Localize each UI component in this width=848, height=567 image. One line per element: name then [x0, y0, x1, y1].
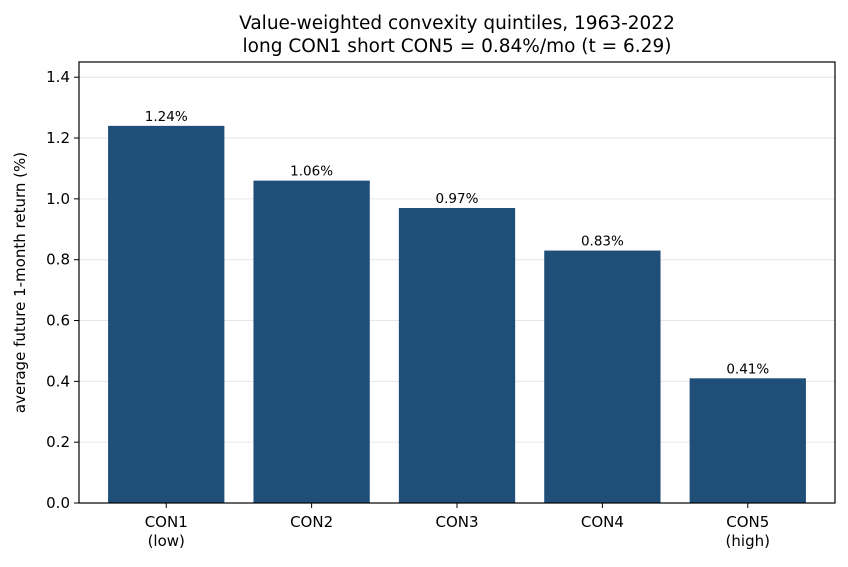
y-tick-label: 0.0: [46, 494, 70, 512]
bar: [108, 125, 225, 504]
y-tick-label: 0.8: [46, 251, 70, 269]
bar-value-label: 1.24%: [145, 109, 188, 125]
x-tick-label: CON1 (low): [145, 513, 188, 550]
x-tick-label-line: CON3: [435, 513, 478, 531]
chart-title: Value-weighted convexity quintiles, 1963…: [239, 13, 675, 34]
bar: [398, 207, 516, 503]
x-tick-label: CON5 (high): [726, 513, 770, 550]
bar-value-label: 0.97%: [436, 191, 479, 207]
bar-value-label: 0.83%: [581, 234, 624, 250]
x-tick-label-line: CON4: [581, 513, 624, 531]
y-axis-label: average future 1-month return (%): [11, 152, 29, 413]
x-tick-label-line: CON2: [290, 513, 333, 531]
y-tick-label: 1.0: [46, 190, 70, 208]
bars: [108, 125, 806, 504]
chart-subtitle: long CON1 short CON5 = 0.84%/mo (t = 6.2…: [243, 36, 672, 57]
bar: [253, 180, 370, 503]
bar: [689, 378, 806, 503]
x-tick-label-line: (low): [148, 532, 185, 550]
data-labels: 1.24% 1.06% 0.97% 0.83% 0.41%: [145, 109, 770, 377]
x-tick-label-line: (high): [726, 532, 770, 550]
bar-value-label: 1.06%: [290, 164, 333, 180]
x-axis: CON1 (low) CON2 CON3 CON4 CON5 (high): [145, 503, 770, 550]
x-tick-label-line: CON1: [145, 513, 188, 531]
x-tick-label: CON3: [435, 513, 478, 531]
x-tick-label-line: CON5: [726, 513, 769, 531]
plot-frame: [78, 61, 836, 504]
y-axis: 0.0 0.2 0.4 0.6 0.8 1.0 1.2 1.4: [46, 68, 79, 512]
bar-value-label: 0.41%: [726, 361, 769, 377]
y-tick-label: 1.4: [46, 68, 70, 86]
x-tick-label: CON4: [581, 513, 624, 531]
y-tick-label: 0.4: [46, 372, 70, 390]
x-tick-label: CON2: [290, 513, 333, 531]
y-tick-label: 1.2: [46, 129, 70, 147]
bar: [544, 250, 661, 503]
y-tick-label: 0.2: [46, 433, 70, 451]
y-tick-label: 0.6: [46, 312, 70, 330]
